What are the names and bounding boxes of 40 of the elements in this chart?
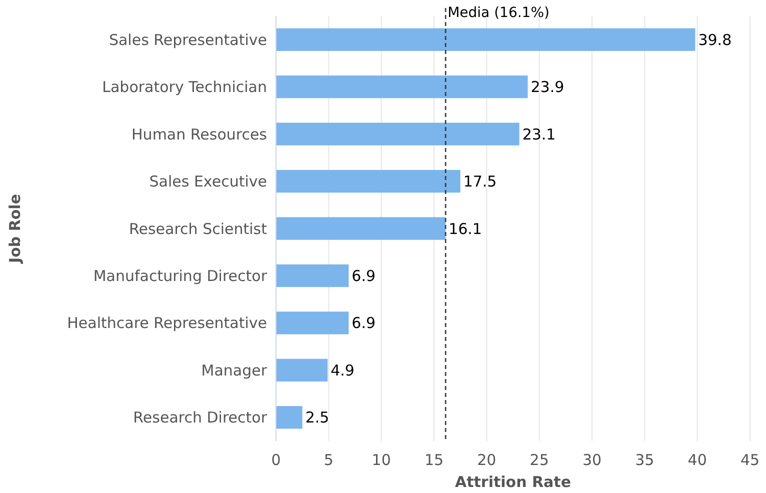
y-tick-label: Sales Executive <box>149 172 267 191</box>
x-tick-label: 25 <box>530 451 549 469</box>
bar <box>276 217 446 240</box>
y-tick-label: Research Director <box>133 408 268 427</box>
x-tick-label: 30 <box>582 451 602 469</box>
data-label: 6.9 <box>352 314 376 332</box>
y-axis-title: Job Role <box>6 194 24 264</box>
data-label: 6.9 <box>352 266 376 285</box>
x-tick-label: 40 <box>688 451 707 469</box>
bar <box>276 358 328 382</box>
bar <box>276 312 349 334</box>
y-tick-label: Manager <box>201 361 268 380</box>
data-label: 16.1 <box>448 220 482 238</box>
y-tick-label: Sales Representative <box>108 30 267 49</box>
x-tick-label: 5 <box>324 451 334 469</box>
x-tick-label: 35 <box>635 451 654 469</box>
x-tick-label: 45 <box>740 451 760 469</box>
y-tick-label: Healthcare Representative <box>67 314 267 332</box>
y-tick-label: Research Scientist <box>129 220 268 238</box>
y-tick-label: Laboratory Technician <box>102 78 267 96</box>
ref-line-label: Media (16.1%) <box>448 5 550 21</box>
bar <box>276 76 528 98</box>
bar <box>276 170 460 193</box>
bar <box>276 264 349 288</box>
data-label: 4.9 <box>330 361 354 380</box>
y-tick-label: Manufacturing Director <box>93 266 268 285</box>
x-tick-label: 10 <box>372 451 391 469</box>
bar <box>276 406 302 429</box>
data-label: 2.5 <box>305 408 330 427</box>
y-tick-label: Human Resources <box>132 125 268 144</box>
data-label: 23.1 <box>522 125 556 144</box>
bar <box>276 122 520 146</box>
data-label: 17.5 <box>463 172 497 191</box>
x-axis-title: Attrition Rate <box>454 473 572 491</box>
data-label: 23.9 <box>530 78 564 96</box>
bar <box>276 28 696 51</box>
x-tick-label: 15 <box>424 451 444 469</box>
x-tick-label: 20 <box>477 451 496 469</box>
x-tick-label: 0 <box>271 451 281 469</box>
data-label: 39.8 <box>698 30 732 49</box>
